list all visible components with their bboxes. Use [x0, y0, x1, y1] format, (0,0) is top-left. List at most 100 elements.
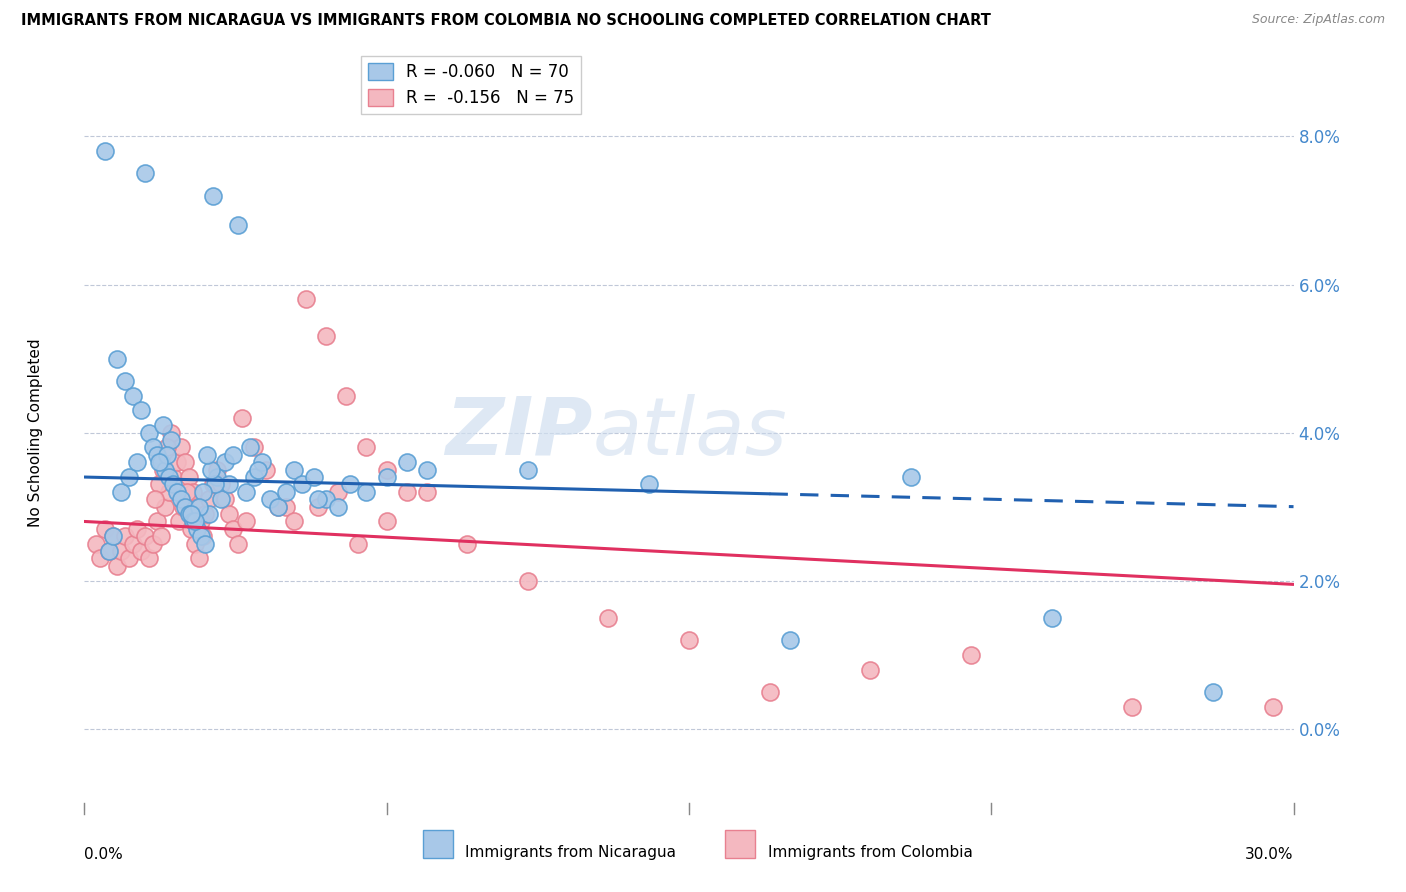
- Point: [125, 455, 148, 469]
- Point: [148, 477, 170, 491]
- Point: [315, 492, 337, 507]
- Point: [162, 477, 184, 491]
- Point: [114, 529, 136, 543]
- Point: [307, 500, 329, 514]
- Text: 0.0%: 0.0%: [84, 847, 124, 863]
- Point: [184, 515, 207, 529]
- Point: [259, 492, 281, 507]
- Point: [118, 551, 141, 566]
- Point: [156, 441, 179, 455]
- Point: [184, 536, 207, 550]
- Point: [207, 462, 229, 476]
- FancyBboxPatch shape: [423, 830, 453, 858]
- Point: [218, 477, 240, 491]
- Point: [181, 484, 204, 499]
- Point: [1263, 699, 1285, 714]
- Point: [516, 574, 538, 588]
- Point: [339, 477, 361, 491]
- Point: [1121, 699, 1143, 714]
- Point: [375, 515, 398, 529]
- Text: 30.0%: 30.0%: [1246, 847, 1294, 863]
- Point: [153, 462, 176, 476]
- Point: [194, 507, 217, 521]
- Point: [307, 492, 329, 507]
- Point: [274, 484, 297, 499]
- Point: [134, 166, 156, 180]
- Point: [598, 610, 620, 624]
- Point: [193, 484, 215, 499]
- Point: [142, 536, 165, 550]
- Point: [93, 145, 115, 159]
- Point: [125, 522, 148, 536]
- Point: [218, 507, 240, 521]
- Point: [146, 515, 169, 529]
- Point: [347, 536, 370, 550]
- Point: [188, 500, 211, 514]
- Point: [214, 455, 236, 469]
- Point: [179, 470, 201, 484]
- Text: Source: ZipAtlas.com: Source: ZipAtlas.com: [1251, 13, 1385, 27]
- Point: [110, 484, 132, 499]
- Point: [129, 403, 152, 417]
- Point: [167, 515, 190, 529]
- Point: [149, 455, 172, 469]
- Point: [121, 388, 143, 402]
- Point: [195, 448, 218, 462]
- Text: No Schooling Completed: No Schooling Completed: [28, 338, 44, 527]
- Point: [200, 462, 222, 476]
- Point: [283, 462, 305, 476]
- Point: [86, 536, 108, 550]
- Point: [160, 433, 183, 447]
- Text: Immigrants from Colombia: Immigrants from Colombia: [768, 845, 973, 860]
- Point: [153, 500, 176, 514]
- Point: [129, 544, 152, 558]
- Point: [170, 441, 193, 455]
- Point: [198, 507, 221, 521]
- Point: [226, 536, 249, 550]
- Point: [118, 470, 141, 484]
- Point: [180, 522, 202, 536]
- Text: ZIP: ZIP: [444, 393, 592, 472]
- Point: [190, 529, 212, 543]
- Legend: R = -0.060   N = 70, R =  -0.156   N = 75: R = -0.060 N = 70, R = -0.156 N = 75: [361, 56, 581, 114]
- Point: [254, 462, 277, 476]
- Point: [157, 484, 180, 499]
- Point: [148, 455, 170, 469]
- Point: [375, 462, 398, 476]
- Point: [315, 329, 337, 343]
- Point: [121, 536, 143, 550]
- Point: [138, 551, 160, 566]
- Point: [157, 470, 180, 484]
- Point: [166, 484, 188, 499]
- Point: [188, 551, 211, 566]
- Point: [209, 477, 232, 491]
- Point: [181, 515, 204, 529]
- Point: [235, 515, 257, 529]
- Point: [142, 441, 165, 455]
- Point: [222, 448, 245, 462]
- Point: [416, 484, 439, 499]
- Point: [110, 544, 132, 558]
- Point: [395, 455, 418, 469]
- Point: [222, 522, 245, 536]
- Point: [101, 529, 124, 543]
- Point: [101, 529, 124, 543]
- Point: [134, 529, 156, 543]
- FancyBboxPatch shape: [725, 830, 755, 858]
- Point: [160, 425, 183, 440]
- Point: [291, 477, 314, 491]
- Point: [274, 500, 297, 514]
- Point: [328, 500, 350, 514]
- Point: [246, 462, 269, 476]
- Point: [637, 477, 659, 491]
- Point: [180, 507, 202, 521]
- Point: [250, 455, 273, 469]
- Point: [516, 462, 538, 476]
- Point: [356, 441, 378, 455]
- Point: [143, 492, 166, 507]
- Point: [186, 500, 208, 514]
- Point: [1040, 610, 1063, 624]
- Point: [1202, 685, 1225, 699]
- Point: [174, 455, 197, 469]
- Point: [678, 632, 700, 647]
